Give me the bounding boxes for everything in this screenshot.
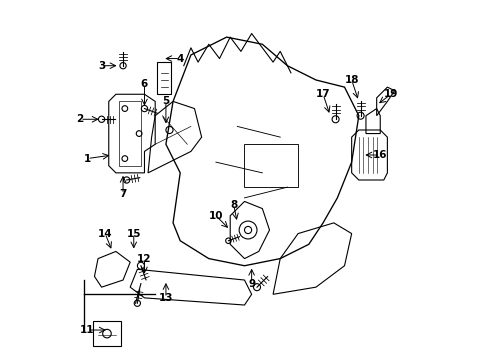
Text: 12: 12 bbox=[137, 253, 151, 264]
Text: 6: 6 bbox=[141, 78, 148, 89]
Text: 15: 15 bbox=[126, 229, 141, 239]
Text: 11: 11 bbox=[80, 325, 94, 335]
Text: 9: 9 bbox=[247, 279, 255, 289]
Text: 14: 14 bbox=[98, 229, 112, 239]
Text: 1: 1 bbox=[83, 154, 91, 163]
Text: 7: 7 bbox=[119, 189, 126, 199]
Text: 5: 5 bbox=[162, 96, 169, 107]
Text: 8: 8 bbox=[230, 200, 237, 210]
Text: 18: 18 bbox=[344, 75, 358, 85]
Text: 10: 10 bbox=[208, 211, 223, 221]
Text: 2: 2 bbox=[77, 114, 83, 124]
Text: 4: 4 bbox=[176, 54, 183, 64]
Text: 13: 13 bbox=[158, 293, 173, 303]
Text: 17: 17 bbox=[315, 89, 330, 99]
Text: 3: 3 bbox=[98, 61, 105, 71]
Text: 19: 19 bbox=[383, 89, 397, 99]
Text: 16: 16 bbox=[372, 150, 386, 160]
